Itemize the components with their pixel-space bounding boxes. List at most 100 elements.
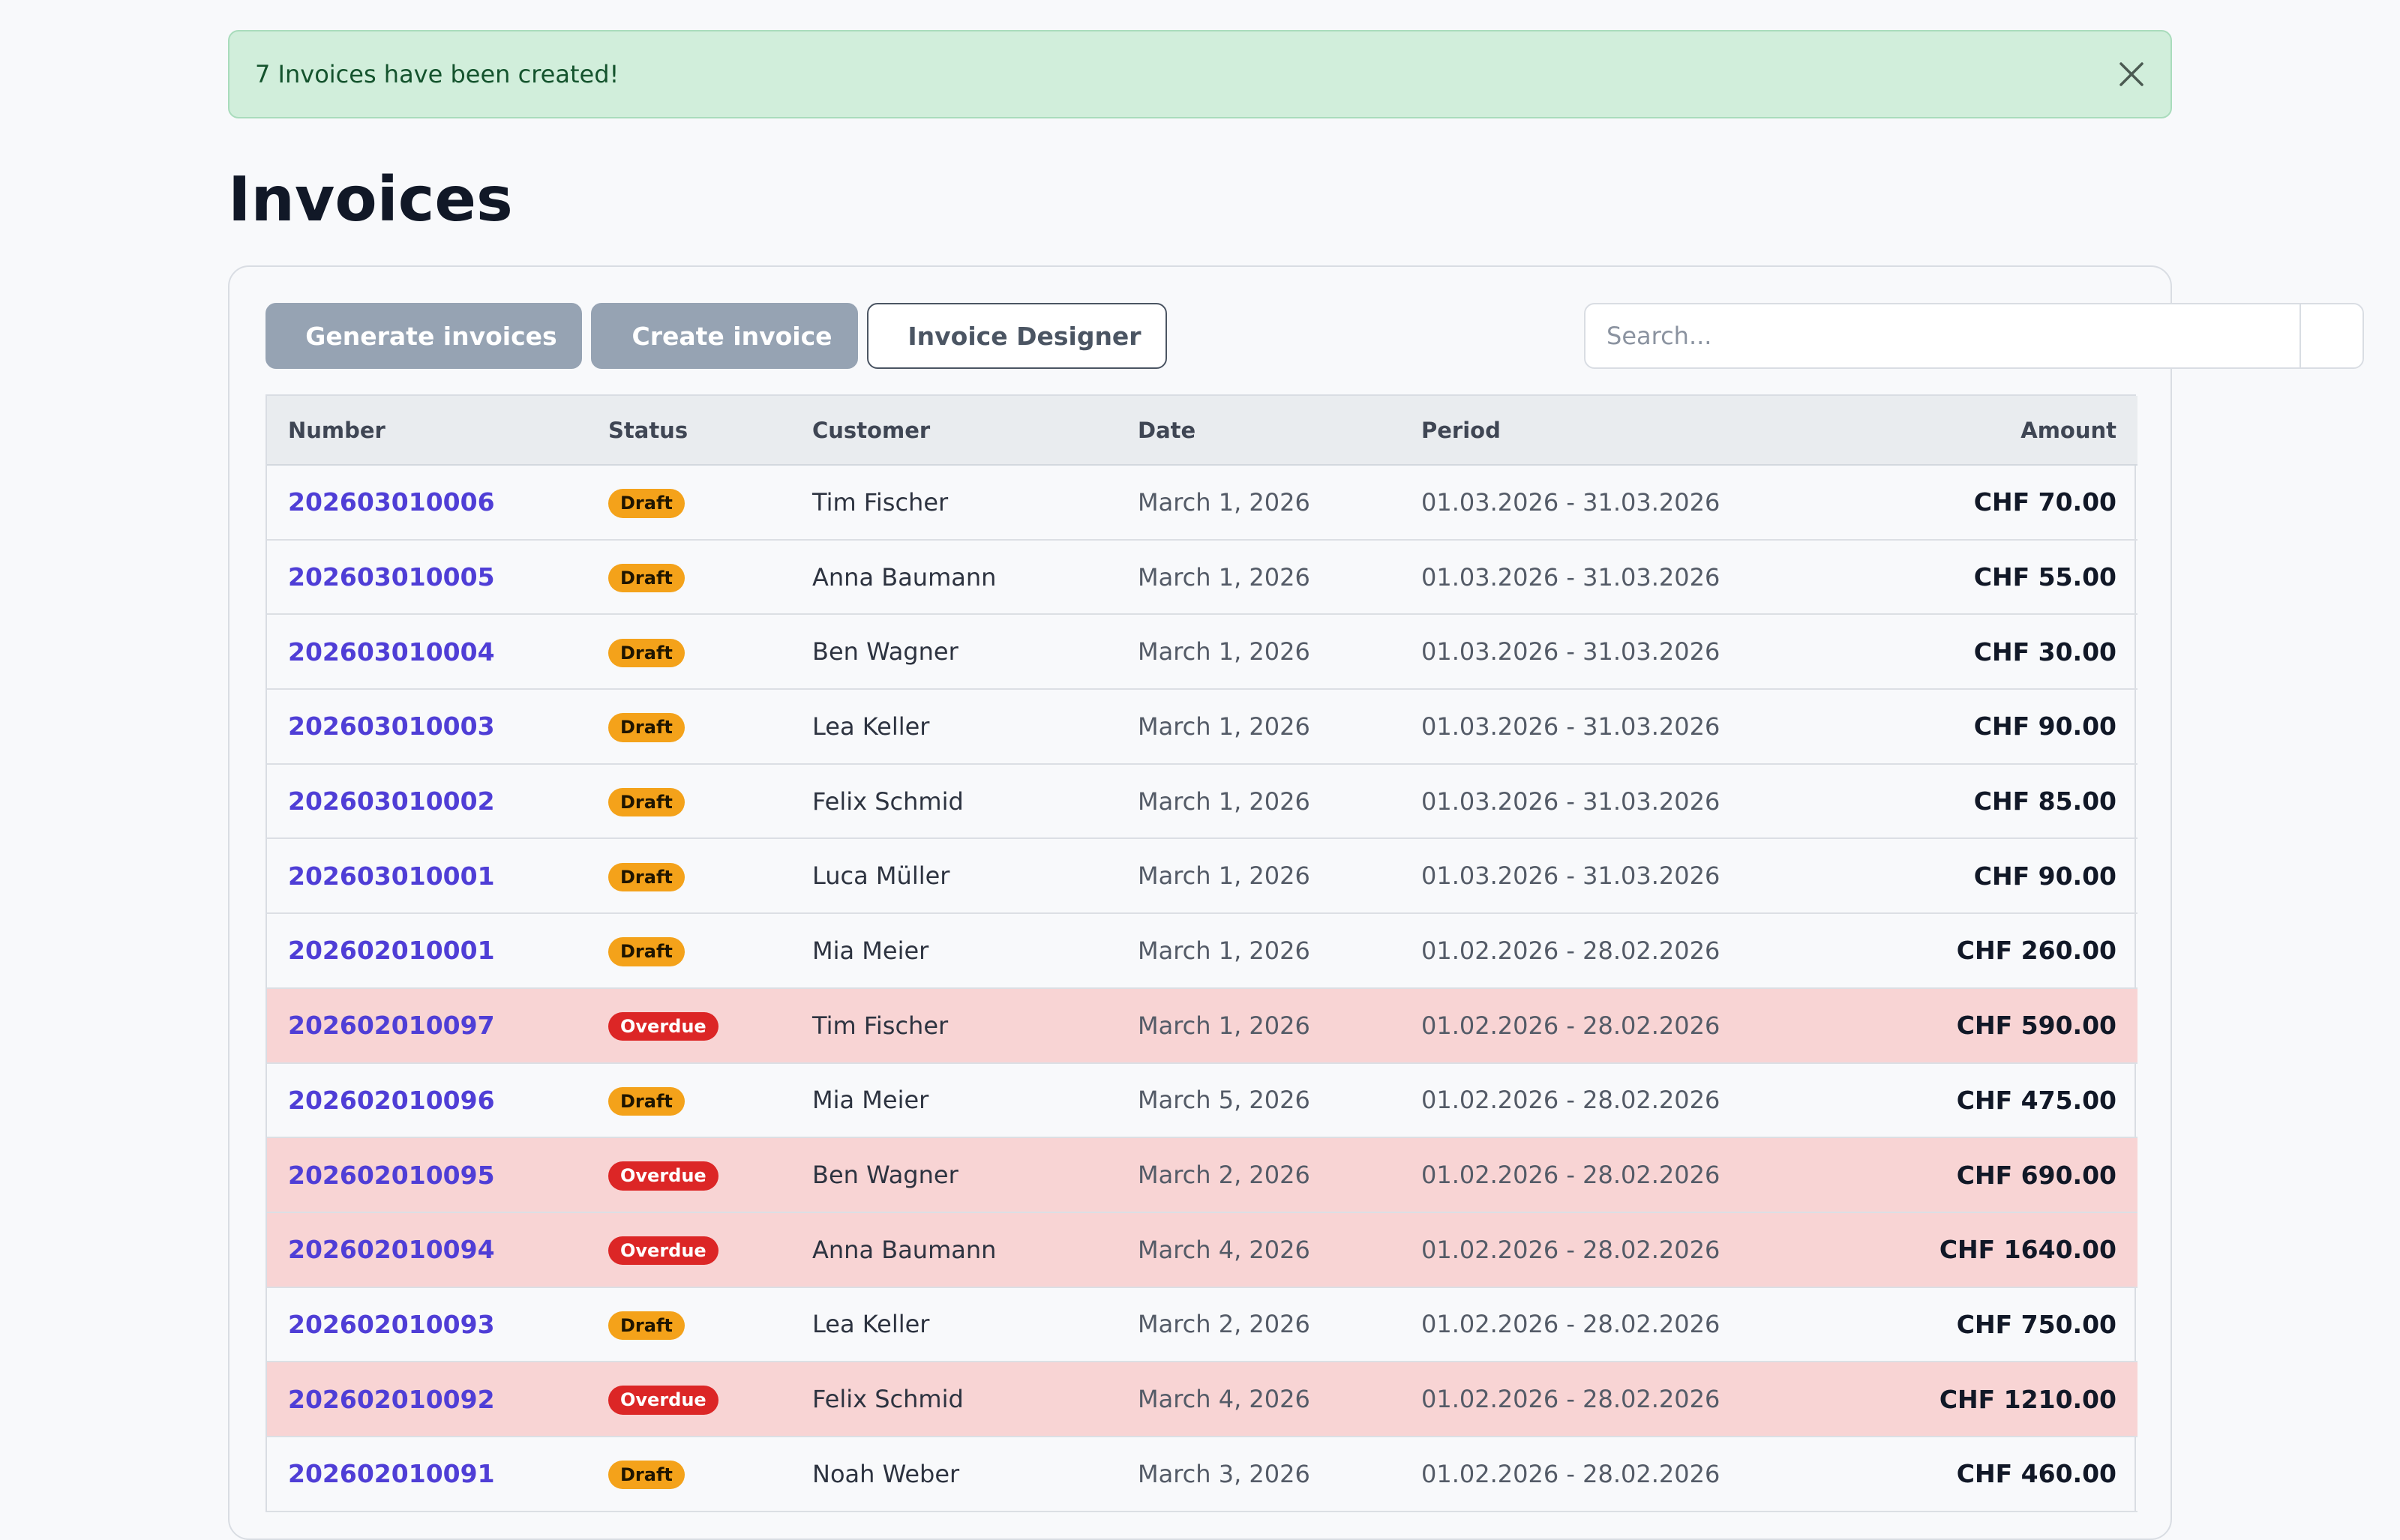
invoice-designer-button[interactable]: Invoice Designer <box>867 303 1167 369</box>
table-row[interactable]: 202602010093 Draft Lea Keller March 2, 2… <box>267 1287 2138 1363</box>
period-cell: 01.03.2026 - 31.03.2026 <box>1400 539 1805 616</box>
success-alert: 7 Invoices have been created! <box>228 30 2172 118</box>
customer-cell: Lea Keller <box>791 689 1117 765</box>
invoice-number-link[interactable]: 202603010005 <box>288 562 495 592</box>
status-badge: Draft <box>608 563 685 593</box>
table-row[interactable]: 202602010096 Draft Mia Meier March 5, 20… <box>267 1062 2138 1139</box>
invoice-number-link[interactable]: 202602010095 <box>288 1160 495 1190</box>
date-cell: March 4, 2026 <box>1117 1212 1400 1288</box>
amount-cell: CHF 55.00 <box>1805 539 2138 616</box>
invoice-number-link[interactable]: 202602010001 <box>288 936 495 966</box>
status-badge: Draft <box>608 1086 685 1116</box>
period-cell: 01.02.2026 - 28.02.2026 <box>1400 1137 1805 1213</box>
amount-cell: CHF 30.00 <box>1805 614 2138 691</box>
invoice-number-link[interactable]: 202603010002 <box>288 786 495 816</box>
close-icon[interactable] <box>2114 56 2150 92</box>
invoice-number-link[interactable]: 202602010093 <box>288 1309 495 1339</box>
invoices-table-container: Number Status Customer Date Period Amoun… <box>266 394 2138 1512</box>
search-button[interactable] <box>2300 304 2362 367</box>
amount-cell: CHF 1210.00 <box>1805 1362 2138 1437</box>
customer-cell: Luca Müller <box>791 838 1117 915</box>
header-number[interactable]: Number <box>267 396 587 466</box>
invoice-number-link[interactable]: 202603010003 <box>288 712 495 742</box>
invoice-number-link[interactable]: 202602010094 <box>288 1235 495 1265</box>
date-cell: March 4, 2026 <box>1117 1362 1400 1437</box>
amount-cell: CHF 690.00 <box>1805 1137 2138 1213</box>
date-cell: March 1, 2026 <box>1117 614 1400 691</box>
create-invoice-button[interactable]: Create invoice <box>591 303 858 369</box>
date-cell: March 1, 2026 <box>1117 913 1400 989</box>
header-period[interactable]: Period <box>1400 396 1805 466</box>
period-cell: 01.02.2026 - 28.02.2026 <box>1400 1212 1805 1288</box>
status-badge: Draft <box>608 1311 685 1341</box>
date-cell: March 1, 2026 <box>1117 465 1400 541</box>
table-row[interactable]: 202602010095 Overdue Ben Wagner March 2,… <box>267 1137 2138 1213</box>
customer-cell: Ben Wagner <box>791 1137 1117 1213</box>
customer-cell: Anna Baumann <box>791 539 1117 616</box>
invoice-number-link[interactable]: 202602010096 <box>288 1085 495 1115</box>
period-cell: 01.02.2026 - 28.02.2026 <box>1400 1062 1805 1139</box>
toolbar: Generate invoices Create invoice Invoice… <box>266 303 2364 370</box>
status-badge: Overdue <box>608 1161 718 1191</box>
period-cell: 01.02.2026 - 28.02.2026 <box>1400 913 1805 989</box>
amount-cell: CHF 1640.00 <box>1805 1212 2138 1288</box>
customer-cell: Felix Schmid <box>791 1362 1117 1437</box>
invoice-number-link[interactable]: 202602010091 <box>288 1459 495 1489</box>
generate-invoices-button[interactable]: Generate invoices <box>266 303 582 369</box>
status-badge: Draft <box>608 787 685 817</box>
date-cell: March 1, 2026 <box>1117 689 1400 765</box>
date-cell: March 5, 2026 <box>1117 1062 1400 1139</box>
table-row[interactable]: 202603010001 Draft Luca Müller March 1, … <box>267 838 2138 915</box>
date-cell: March 1, 2026 <box>1117 539 1400 616</box>
date-cell: March 1, 2026 <box>1117 987 1400 1064</box>
date-cell: March 2, 2026 <box>1117 1287 1400 1363</box>
period-cell: 01.03.2026 - 31.03.2026 <box>1400 465 1805 541</box>
table-row[interactable]: 202602010094 Overdue Anna Baumann March … <box>267 1212 2138 1288</box>
header-customer[interactable]: Customer <box>791 396 1117 466</box>
table-row[interactable]: 202602010092 Overdue Felix Schmid March … <box>267 1362 2138 1437</box>
amount-cell: CHF 260.00 <box>1805 913 2138 989</box>
invoice-number-link[interactable]: 202603010004 <box>288 637 495 667</box>
header-status[interactable]: Status <box>587 396 791 466</box>
invoice-number-link[interactable]: 202603010001 <box>288 861 495 891</box>
table-row[interactable]: 202602010001 Draft Mia Meier March 1, 20… <box>267 913 2138 989</box>
customer-cell: Mia Meier <box>791 1062 1117 1139</box>
invoice-number-link[interactable]: 202603010006 <box>288 487 495 517</box>
header-date[interactable]: Date <box>1117 396 1400 466</box>
alert-message: 7 Invoices have been created! <box>255 60 620 88</box>
table-row[interactable]: 202603010004 Draft Ben Wagner March 1, 2… <box>267 614 2138 691</box>
search-box <box>1584 303 2364 369</box>
period-cell: 01.02.2026 - 28.02.2026 <box>1400 1436 1805 1512</box>
customer-cell: Tim Fischer <box>791 465 1117 541</box>
customer-cell: Ben Wagner <box>791 614 1117 691</box>
table-row[interactable]: 202603010005 Draft Anna Baumann March 1,… <box>267 539 2138 616</box>
table-row[interactable]: 202603010003 Draft Lea Keller March 1, 2… <box>267 689 2138 765</box>
amount-cell: CHF 475.00 <box>1805 1062 2138 1139</box>
invoice-number-link[interactable]: 202602010097 <box>288 1011 495 1041</box>
search-input[interactable] <box>1586 304 2301 367</box>
amount-cell: CHF 90.00 <box>1805 838 2138 915</box>
table-header-row: Number Status Customer Date Period Amoun… <box>267 396 2138 466</box>
customer-cell: Noah Weber <box>791 1436 1117 1512</box>
table-row[interactable]: 202602010097 Overdue Tim Fischer March 1… <box>267 987 2138 1064</box>
amount-cell: CHF 85.00 <box>1805 763 2138 840</box>
amount-cell: CHF 750.00 <box>1805 1287 2138 1363</box>
period-cell: 01.03.2026 - 31.03.2026 <box>1400 838 1805 915</box>
invoices-card: Generate invoices Create invoice Invoice… <box>228 265 2364 1540</box>
header-amount[interactable]: Amount <box>1805 396 2138 466</box>
period-cell: 01.02.2026 - 28.02.2026 <box>1400 1362 1805 1437</box>
table-row[interactable]: 202602010091 Draft Noah Weber March 3, 2… <box>267 1436 2138 1512</box>
amount-cell: CHF 590.00 <box>1805 987 2138 1064</box>
date-cell: March 1, 2026 <box>1117 763 1400 840</box>
customer-cell: Anna Baumann <box>791 1212 1117 1288</box>
period-cell: 01.03.2026 - 31.03.2026 <box>1400 763 1805 840</box>
amount-cell: CHF 90.00 <box>1805 689 2138 765</box>
status-badge: Draft <box>608 713 685 742</box>
status-badge: Overdue <box>608 1011 718 1041</box>
status-badge: Overdue <box>608 1386 718 1415</box>
invoice-number-link[interactable]: 202602010092 <box>288 1384 495 1414</box>
table-row[interactable]: 202603010006 Draft Tim Fischer March 1, … <box>267 465 2138 541</box>
status-badge: Overdue <box>608 1236 718 1266</box>
table-row[interactable]: 202603010002 Draft Felix Schmid March 1,… <box>267 763 2138 840</box>
status-badge: Draft <box>608 937 685 966</box>
